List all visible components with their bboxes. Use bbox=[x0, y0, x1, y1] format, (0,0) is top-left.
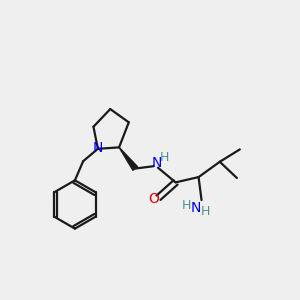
Text: O: O bbox=[148, 192, 159, 206]
Text: N: N bbox=[191, 201, 201, 215]
Polygon shape bbox=[119, 147, 138, 170]
Text: H: H bbox=[200, 205, 210, 218]
Text: H: H bbox=[182, 199, 191, 212]
Text: N: N bbox=[93, 141, 103, 154]
Text: H: H bbox=[160, 152, 169, 164]
Text: N: N bbox=[151, 156, 162, 170]
